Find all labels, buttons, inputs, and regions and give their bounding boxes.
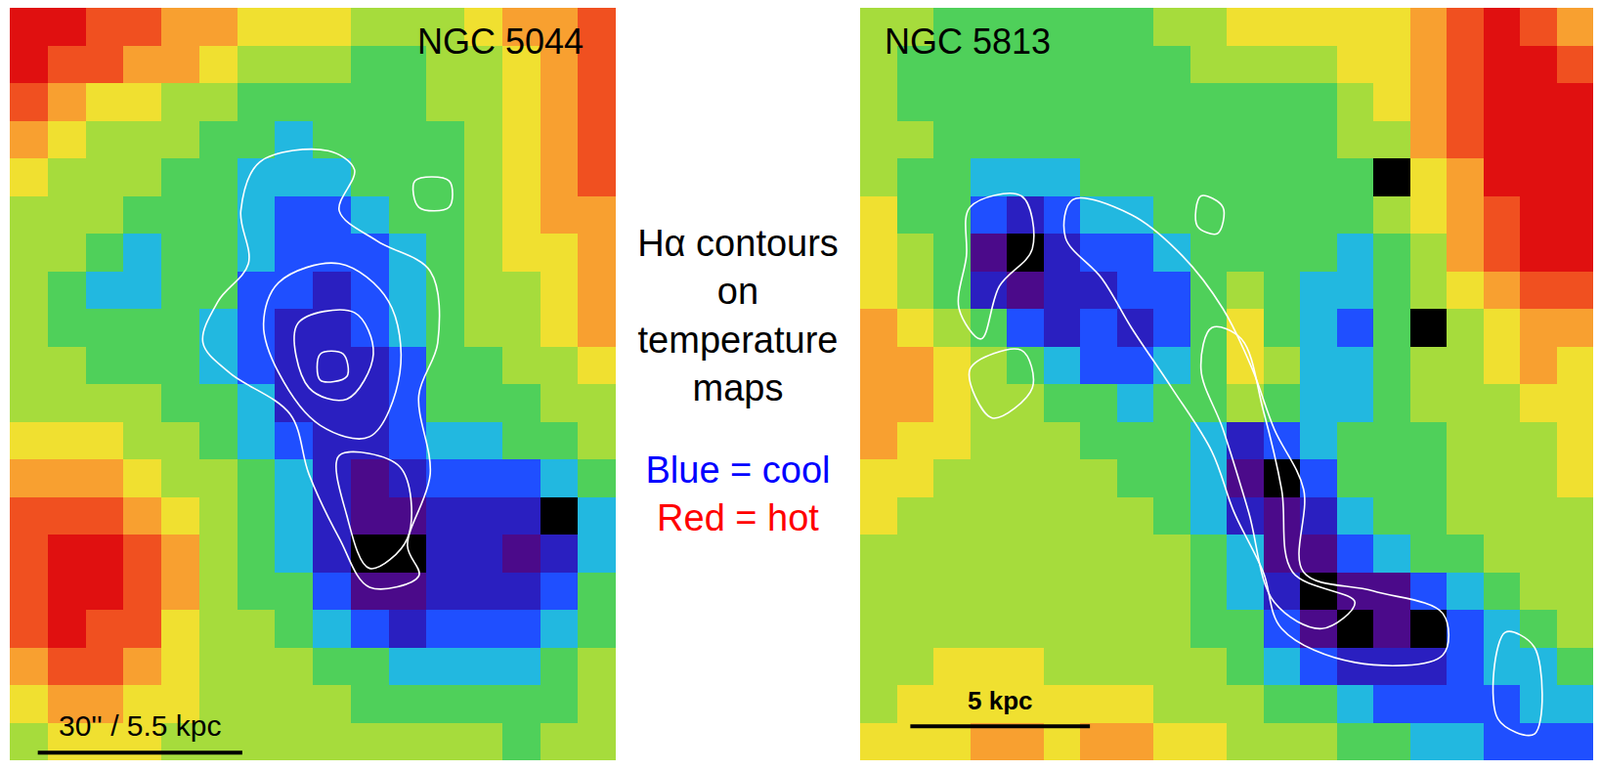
svg-text:NGC 5813: NGC 5813 (884, 21, 1051, 62)
html-text:Red = hot: Red = hot (656, 497, 819, 539)
svg-text:5 kpc: 5 kpc (967, 686, 1034, 716)
html-text:Blue = cool: Blue = cool (645, 449, 831, 491)
svg-text:30'' / 5.5 kpc: 30'' / 5.5 kpc (58, 709, 222, 742)
html-text:Hα contours on temperature map: Hα contours on temperature maps (637, 222, 839, 409)
svg-text:NGC 5044: NGC 5044 (417, 21, 584, 62)
